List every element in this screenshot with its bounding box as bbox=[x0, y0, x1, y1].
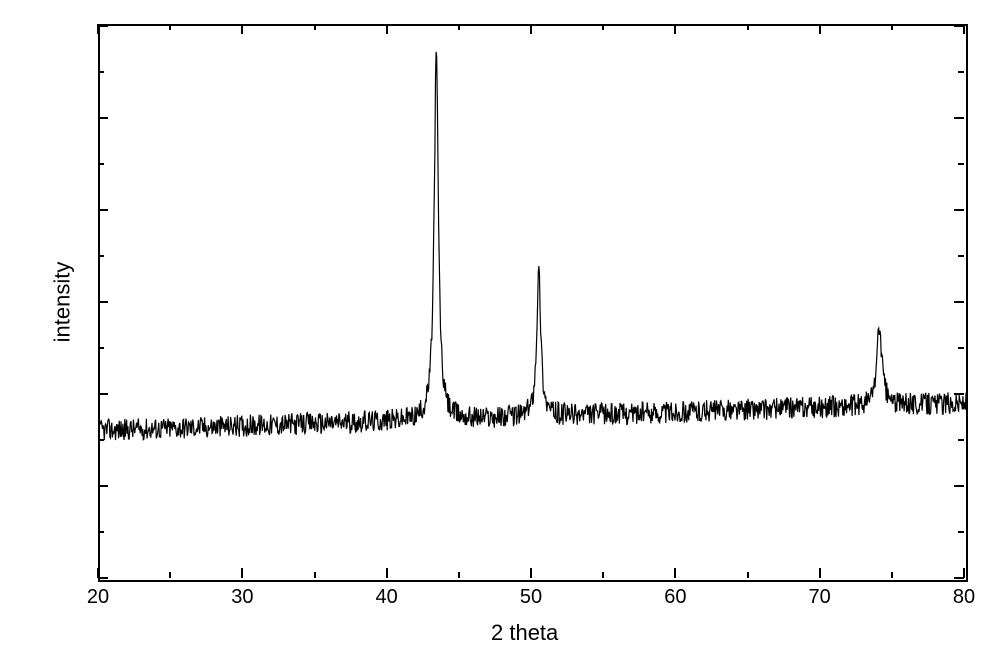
x-axis-label: 2 theta bbox=[491, 620, 558, 646]
xrd-chart: intensity 2 theta 20 30 40 50 60 70 80 bbox=[0, 0, 1000, 659]
y-axis-label: intensity bbox=[49, 262, 75, 343]
xrd-trace bbox=[100, 52, 966, 440]
plot-area bbox=[98, 24, 968, 582]
x-tick-label: 60 bbox=[664, 586, 686, 609]
x-tick-label: 30 bbox=[231, 586, 253, 609]
x-tick-label: 20 bbox=[87, 586, 109, 609]
xrd-line-plot bbox=[100, 26, 966, 580]
x-tick-label: 80 bbox=[953, 586, 975, 609]
x-tick-label: 70 bbox=[809, 586, 831, 609]
x-tick-label: 40 bbox=[376, 586, 398, 609]
x-tick-label: 50 bbox=[520, 586, 542, 609]
